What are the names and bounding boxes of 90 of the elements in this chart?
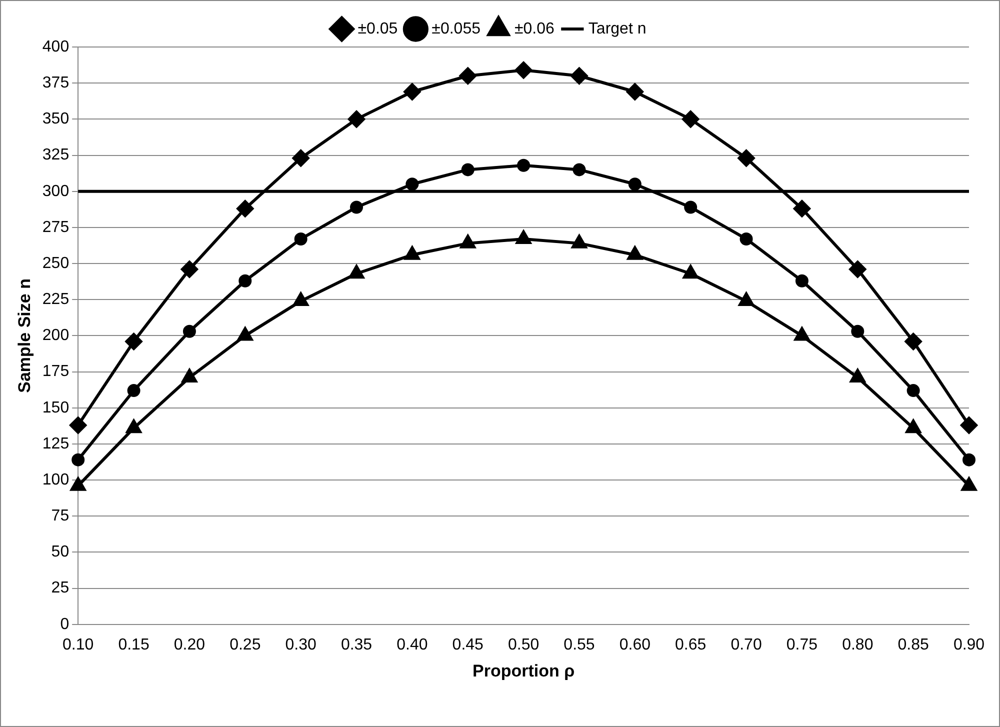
legend-label: ±0.06	[514, 20, 555, 38]
y-tick-label: 250	[42, 254, 70, 272]
point	[572, 163, 586, 176]
y-tick-label: 25	[51, 580, 70, 597]
x-tick-label: 0.30	[285, 636, 316, 654]
point	[740, 232, 753, 246]
point	[570, 67, 588, 84]
y-tick-label: 150	[42, 399, 70, 416]
y-tick-label: 100	[42, 471, 70, 488]
point	[404, 83, 421, 100]
point	[406, 178, 419, 191]
point	[962, 453, 976, 466]
point	[628, 178, 642, 191]
point	[960, 416, 978, 434]
y-tick-label: 400	[42, 38, 70, 56]
point	[850, 369, 866, 383]
x-tick-label: 0.40	[396, 636, 428, 654]
x-axis-title: Proportion ρ	[472, 661, 575, 680]
x-tick-label: 0.65	[675, 636, 706, 654]
y-tick-label: 300	[42, 182, 70, 200]
x-tick-label: 0.45	[452, 636, 484, 654]
point	[515, 62, 532, 79]
point	[794, 327, 810, 341]
point	[348, 265, 364, 279]
point	[404, 246, 420, 260]
point	[572, 234, 587, 248]
y-tick-label: 175	[42, 363, 70, 380]
legend-label: ±0.05	[358, 20, 398, 38]
point	[626, 83, 644, 100]
legend-label: Target n	[588, 20, 646, 38]
y-tick-label: 50	[51, 544, 70, 561]
point	[793, 200, 810, 218]
point	[182, 369, 198, 383]
point	[238, 327, 253, 341]
x-tick-label: 0.35	[340, 636, 372, 654]
point	[293, 292, 308, 306]
y-tick-label: 225	[42, 291, 70, 308]
x-tick-label: 0.20	[174, 636, 206, 654]
point	[70, 477, 86, 491]
y-tick-label: 200	[42, 327, 70, 344]
x-tick-label: 0.85	[898, 636, 929, 654]
point	[738, 292, 754, 306]
point	[180, 260, 198, 278]
point	[851, 324, 864, 338]
point	[182, 324, 196, 338]
legend-label: ±0.055	[432, 20, 481, 38]
point	[72, 453, 85, 466]
point	[461, 163, 474, 176]
point	[460, 234, 476, 248]
y-tick-label: 325	[42, 146, 70, 164]
point	[849, 260, 866, 278]
point	[126, 420, 142, 434]
y-tick-label: 0	[60, 616, 70, 633]
x-tick-label: 0.80	[842, 636, 874, 654]
y-axis-title: Sample Size n	[14, 278, 34, 393]
point	[627, 246, 642, 260]
y-tick-label: 75	[51, 508, 70, 525]
x-tick-label: 0.60	[619, 636, 651, 654]
point	[236, 200, 254, 218]
point	[127, 384, 140, 398]
point	[292, 150, 310, 167]
point	[738, 150, 755, 167]
point	[348, 110, 366, 128]
y-tick-label: 350	[42, 110, 70, 128]
y-tick-label: 375	[42, 74, 70, 92]
point	[459, 67, 476, 84]
x-tick-label: 0.50	[508, 636, 540, 654]
point	[961, 477, 977, 491]
point	[904, 332, 922, 350]
point	[125, 332, 142, 350]
x-tick-label: 0.15	[118, 636, 150, 654]
point	[682, 110, 700, 128]
point	[906, 420, 921, 434]
x-tick-label: 0.55	[564, 636, 595, 654]
x-tick-label: 0.10	[62, 636, 94, 654]
x-tick-label: 0.75	[786, 636, 818, 654]
x-tick-label: 0.25	[230, 636, 261, 654]
x-tick-label: 0.90	[953, 636, 985, 654]
y-tick-label: 275	[42, 218, 70, 236]
point	[795, 274, 808, 288]
point	[350, 200, 364, 214]
point	[70, 416, 87, 434]
x-tick-label: 0.70	[730, 636, 762, 654]
point	[684, 200, 698, 214]
point	[294, 232, 308, 246]
point	[517, 158, 530, 172]
point	[683, 265, 698, 279]
point	[906, 384, 920, 398]
y-tick-label: 125	[42, 435, 70, 452]
point	[238, 274, 252, 288]
